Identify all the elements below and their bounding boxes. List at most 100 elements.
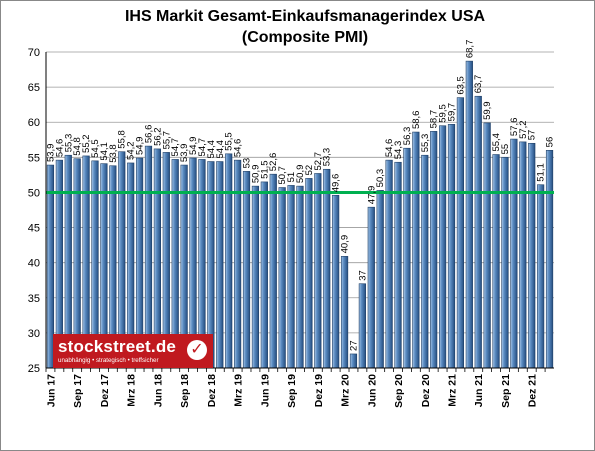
x-tick-label: Jun 17: [45, 374, 57, 407]
bar-value-label: 54,8: [72, 137, 83, 156]
logo-brand: stockstreet.de: [58, 337, 177, 356]
bar-value-label: 40,9: [340, 235, 351, 254]
bar-value-label: 56,3: [402, 127, 413, 146]
bar: [260, 181, 268, 369]
x-tick-label: Dez 17: [99, 374, 111, 407]
x-tick-label: Mrz 18: [126, 374, 138, 407]
x-tick-label: Jun 18: [152, 374, 164, 407]
bar-value-label: 47,9: [366, 186, 377, 205]
bar-value-label: 50,9: [295, 165, 306, 184]
bar-value-label: 53,3: [322, 148, 333, 167]
bar-value-label: 55,5: [224, 132, 235, 151]
bar-value-label: 54,3: [393, 141, 404, 160]
bar-value-label: 54,9: [188, 137, 199, 156]
y-tick-label: 55: [28, 152, 40, 164]
bar: [349, 353, 358, 369]
bar-value-label: 53,9: [179, 144, 190, 163]
bar-value-label: 59,7: [447, 103, 458, 122]
bar-value-label: 51,1: [536, 163, 547, 182]
bar-value-label: 49,6: [331, 174, 342, 193]
bar: [242, 171, 251, 369]
bar-value-label: 57: [527, 130, 538, 141]
bar-value-label: 55,3: [420, 134, 431, 153]
bar-value-label: 54,7: [197, 138, 208, 157]
bar: [296, 185, 304, 369]
x-tick-label: Dez 20: [420, 374, 432, 407]
y-tick-label: 70: [28, 47, 40, 59]
bar: [367, 206, 375, 369]
bar-value-label: 55,4: [491, 133, 502, 152]
chart-title-line1: IHS Markit Gesamt-Einkaufsmanagerindex U…: [124, 8, 486, 25]
bar-value-label: 50,9: [250, 165, 261, 184]
bar-value-label: 55,8: [117, 130, 128, 149]
bar-value-label: 53,9: [45, 144, 56, 163]
chart-title: IHS Markit Gesamt-Einkaufsmanagerindex U…: [40, 6, 570, 48]
bar: [225, 153, 233, 369]
x-tick-label: Dez 21: [527, 374, 539, 407]
bar-value-label: 54,6: [54, 139, 65, 158]
x-tick-label: Dez 18: [206, 374, 218, 407]
y-tick-label: 40: [28, 258, 40, 270]
bar: [537, 184, 545, 369]
bar-value-label: 52: [304, 165, 315, 176]
bar: [501, 157, 509, 369]
bar: [251, 185, 260, 369]
bar-value-label: 54,2: [126, 141, 137, 160]
bar: [412, 131, 420, 369]
bar: [438, 125, 447, 369]
bar: [358, 283, 366, 369]
x-tick-label: Mrz 21: [447, 374, 459, 407]
bar-value-label: 27: [348, 340, 359, 351]
y-tick-label: 50: [28, 187, 40, 199]
bar-value-label: 54,6: [384, 139, 395, 158]
bar: [510, 138, 518, 369]
bar-value-label: 54,1: [99, 142, 110, 161]
y-tick-label: 35: [28, 293, 40, 305]
x-tick-label: Sep 17: [72, 374, 84, 408]
bar-value-label: 50,3: [375, 169, 386, 188]
bar: [314, 173, 322, 369]
bar-value-label: 53: [242, 158, 253, 169]
bar-value-label: 58,6: [411, 111, 422, 130]
bar: [483, 122, 491, 369]
bar-value-label: 54,6: [233, 139, 244, 157]
bar: [323, 168, 331, 369]
logo-tagline: unabhängig • strategisch • treffsicher: [58, 357, 159, 364]
checkmark-icon: ✓: [187, 340, 207, 360]
axes: 25 30 35 40 45 50 55 60 65 70 Jun 17 Sep 17 Dez 17 Mr…: [28, 47, 554, 408]
bar-value-label: 56: [545, 137, 556, 148]
bar-value-label: 58,7: [429, 110, 440, 129]
bar: [545, 150, 554, 369]
bar-value-label: 57,2: [518, 120, 529, 139]
bar-value-label: 54,7: [170, 138, 181, 157]
chart-title-line2: (Composite PMI): [241, 29, 369, 46]
bar: [430, 131, 438, 369]
x-tick-label: Mrz 19: [233, 374, 245, 407]
bar-value-label: 54,5: [90, 139, 101, 158]
y-tick-label: 60: [28, 117, 40, 129]
bars: [46, 60, 554, 369]
bar: [287, 185, 295, 369]
x-tick-label: Sep 21: [500, 374, 512, 408]
bar: [332, 194, 340, 369]
bar-value-label: 54,9: [135, 137, 146, 156]
bar: [528, 142, 536, 369]
y-tick-label: 45: [28, 223, 40, 235]
bar-value-label: 55: [500, 144, 511, 155]
bar-value-label: 59,9: [482, 101, 493, 120]
bar-value-label: 68,7: [464, 40, 475, 59]
bar-value-label: 51,5: [259, 160, 270, 179]
bar-value-label: 59,5: [438, 104, 449, 123]
bar-value-label: 56,2: [152, 127, 163, 146]
bar: [447, 124, 456, 369]
bar-value-label: 37: [357, 270, 368, 281]
bar-value-label: 54,4: [206, 140, 217, 159]
bar-value-label: 52,6: [268, 153, 279, 172]
stockstreet-logo: stockstreet.de unabhängig • strategisch …: [53, 334, 213, 368]
bar: [269, 173, 277, 369]
bar-value-label: 55,2: [81, 134, 92, 153]
bar: [519, 141, 527, 369]
bar-value-label: 55,7: [161, 131, 172, 150]
bar: [421, 154, 429, 369]
